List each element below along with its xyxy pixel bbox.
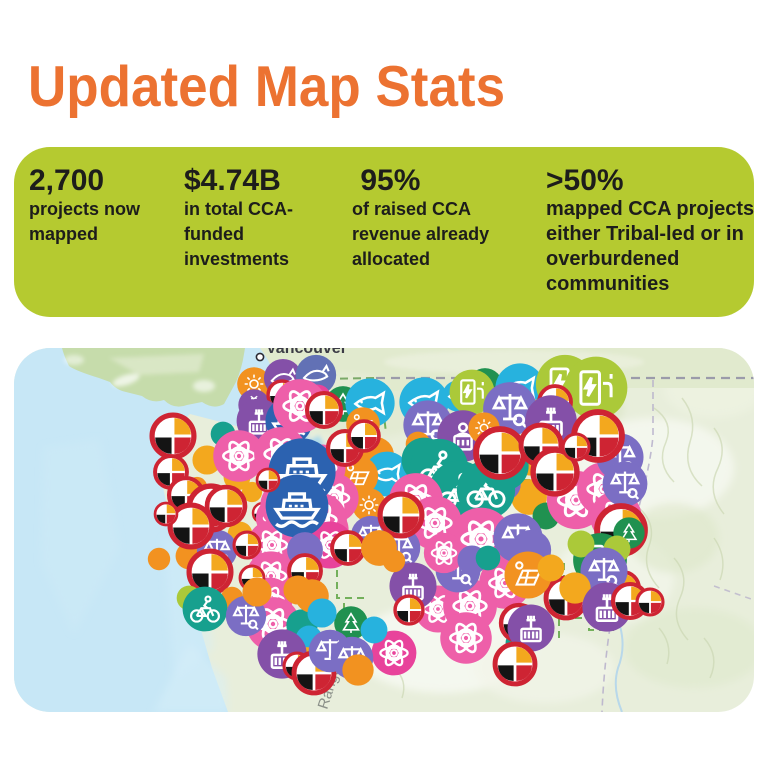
svg-text:Vancouver: Vancouver xyxy=(266,348,347,357)
